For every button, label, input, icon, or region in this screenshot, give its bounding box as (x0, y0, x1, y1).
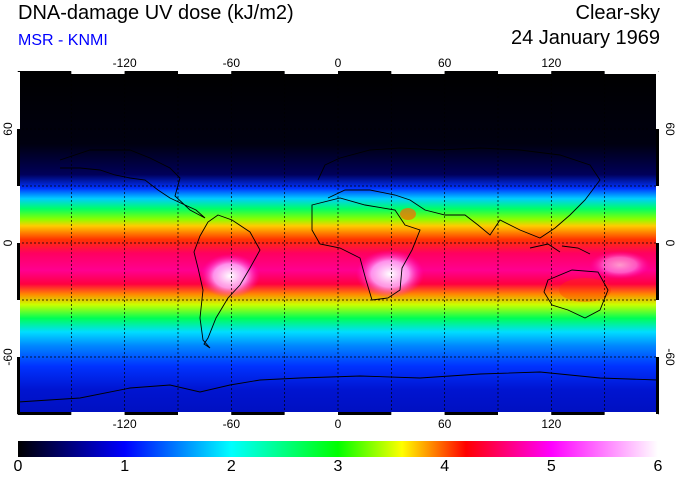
colorbar-label: 3 (333, 458, 343, 475)
frame-bar-left (17, 357, 20, 414)
frame-bar-bottom (338, 412, 392, 415)
colorbar (18, 441, 658, 457)
lon-tick-label: -60 (223, 417, 241, 431)
frame-bar-right (656, 357, 659, 414)
hotspot-pacific (590, 251, 650, 279)
coastlines (18, 147, 658, 403)
frame-bar-left (17, 72, 20, 129)
frame-bar-left (17, 300, 20, 357)
frame-bar-bottom (124, 412, 178, 415)
frame-bar-bottom (498, 412, 552, 415)
frame-bar-bottom (551, 412, 605, 415)
sky-condition: Clear-sky (575, 2, 660, 24)
colorbar-label: 0 (13, 458, 23, 475)
frame-bar-right (656, 72, 659, 129)
coast-eurasia (317, 147, 601, 239)
frame-bar-left (17, 129, 20, 186)
lon-tick-label: 0 (335, 56, 342, 70)
lon-tick-label: 60 (438, 56, 452, 70)
frame-bar-top (178, 71, 232, 74)
frame-bar-right (656, 243, 659, 300)
frame-bar-right (656, 300, 659, 357)
red-sea-region (400, 208, 416, 220)
coast-africa (311, 197, 421, 301)
frame-bar-top (338, 71, 392, 74)
graticule (18, 72, 658, 414)
lat-labels-right: 60 0 -60 (663, 122, 677, 366)
lat-tick-label-right: 60 (663, 122, 677, 136)
lon-labels-bottom: -120 -60 0 60 120 (113, 417, 562, 431)
lon-tick-label: -120 (113, 417, 137, 431)
lon-tick-label: -60 (223, 56, 241, 70)
lon-tick-label: 120 (541, 417, 561, 431)
lon-labels-top: -120 -60 0 60 120 (113, 56, 562, 70)
lat-labels-left: 60 0 -60 (1, 122, 15, 366)
frame-bar-bottom (231, 412, 285, 415)
hotspot-south-america (200, 254, 260, 298)
frame-bar-bottom (604, 412, 658, 415)
frame-bar-top (551, 71, 605, 74)
frame-bar-left (17, 243, 20, 300)
lon-tick-label: 60 (438, 417, 452, 431)
source-label: MSR - KNMI (18, 32, 108, 49)
frame-bar-bottom (18, 412, 72, 415)
frame-bar-bottom (444, 412, 498, 415)
frame-bar-bottom (284, 412, 338, 415)
frame-bar-top (444, 71, 498, 74)
frame-bar-bottom (71, 412, 125, 415)
colorbar-label: 1 (120, 458, 130, 475)
frame-bar-left (17, 186, 20, 243)
map-date: 24 January 1969 (510, 27, 660, 49)
lon-tick-label: -120 (113, 56, 137, 70)
frame-bar-right (656, 129, 659, 186)
frame-tick-bars (17, 71, 659, 415)
frame-bar-top (604, 71, 658, 74)
coast-north-america (59, 149, 206, 219)
australia-region (559, 278, 611, 302)
frame-bar-top (498, 71, 552, 74)
lat-tick-label: 0 (1, 239, 15, 246)
lat-tick-label: 60 (1, 122, 15, 136)
frame-bar-top (284, 71, 338, 74)
colorbar-label: 6 (653, 458, 663, 475)
map-title: DNA-damage UV dose (kJ/m2) (18, 2, 294, 24)
coast-australia (543, 269, 609, 319)
frame-bar-top (231, 71, 285, 74)
coast-antarctica (18, 371, 658, 403)
frame-bar-top (124, 71, 178, 74)
hotspot-africa (356, 250, 424, 298)
frame-bar-top (391, 71, 445, 74)
frame-bar-top (18, 71, 72, 74)
coast-south-america (193, 214, 261, 349)
colorbar-label: 4 (440, 458, 450, 475)
lon-tick-label: 120 (541, 56, 561, 70)
lat-tick-label-right: 0 (663, 240, 677, 247)
frame-bar-bottom (391, 412, 445, 415)
frame-bar-top (71, 71, 125, 74)
lat-tick-label: -60 (1, 348, 15, 366)
lat-tick-label-right: -60 (663, 348, 677, 366)
colorbar-label: 2 (226, 458, 236, 475)
colorbar-label: 5 (546, 458, 556, 475)
frame-bar-right (656, 186, 659, 243)
coast-indonesia (529, 243, 591, 255)
frame-bar-bottom (178, 412, 232, 415)
lon-tick-label: 0 (335, 417, 342, 431)
